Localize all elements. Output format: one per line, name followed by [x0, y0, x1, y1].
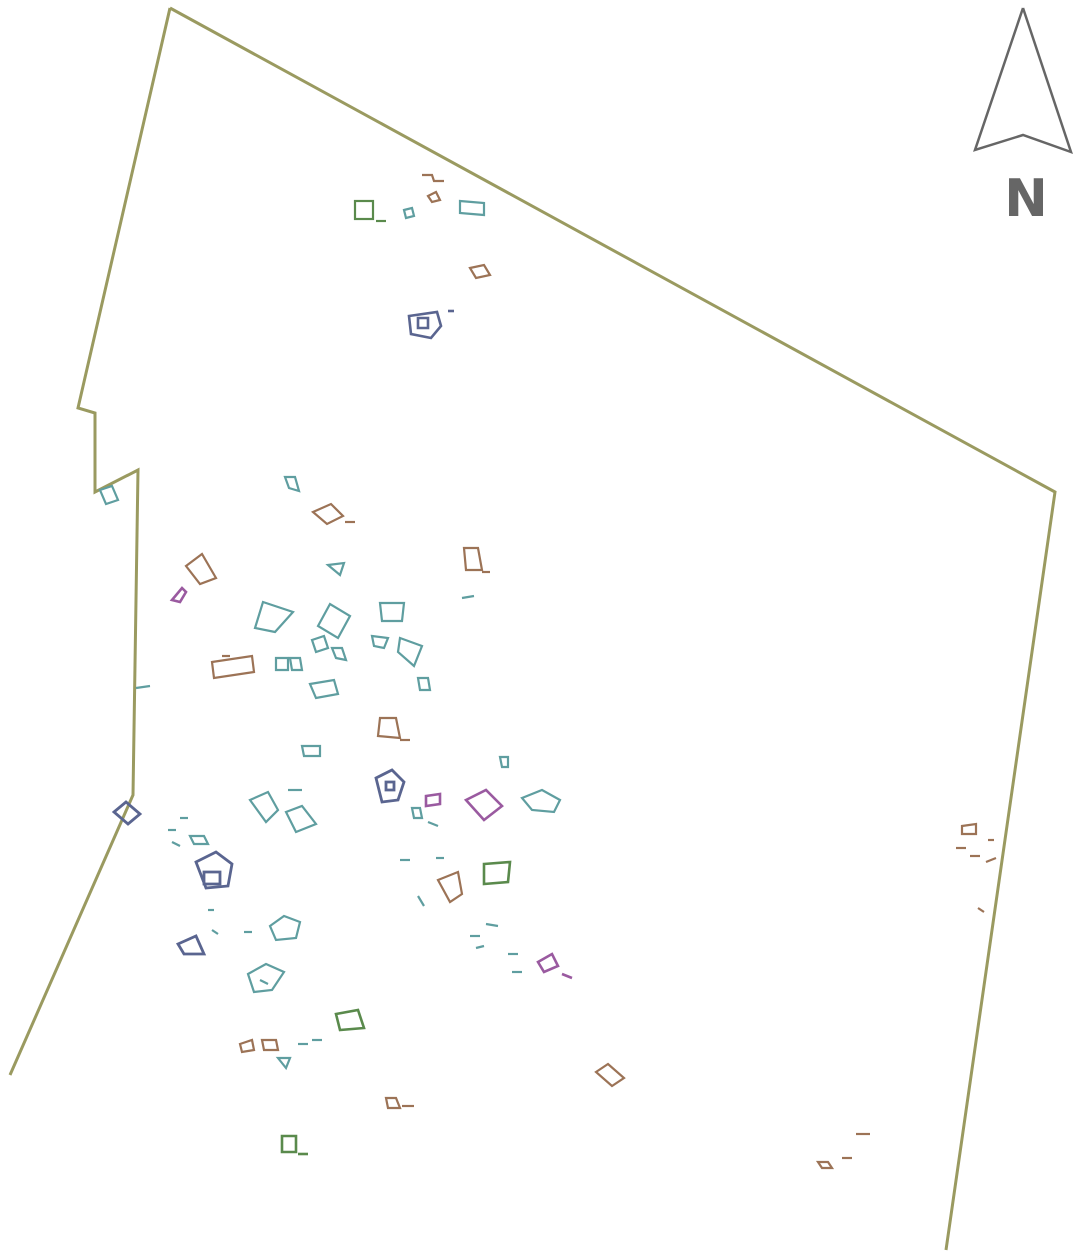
- building-green-central: [280, 860, 512, 1156]
- building-teal-north: [402, 199, 486, 220]
- building-teal-west: [98, 484, 151, 690]
- building-cluster-north: [422, 173, 492, 280]
- north-label: N: [1004, 169, 1048, 229]
- building-cluster-southwest-teal: [168, 816, 522, 1071]
- building-navy-central: [111, 768, 406, 956]
- building-purple: [169, 586, 573, 980]
- north-arrow-icon: [973, 7, 1073, 155]
- site-boundary-west: [8, 7, 172, 1076]
- building-green-north: [353, 199, 386, 223]
- building-cluster-central-teal: [248, 475, 562, 834]
- building-cluster-central-brown: [184, 502, 626, 1110]
- building-footprints: [98, 173, 997, 1170]
- site-boundary: [169, 6, 1057, 1251]
- building-navy-north: [407, 309, 454, 340]
- building-cluster-southwest-brown: [238, 1038, 280, 1054]
- building-cluster-east-brown: [815, 822, 997, 1170]
